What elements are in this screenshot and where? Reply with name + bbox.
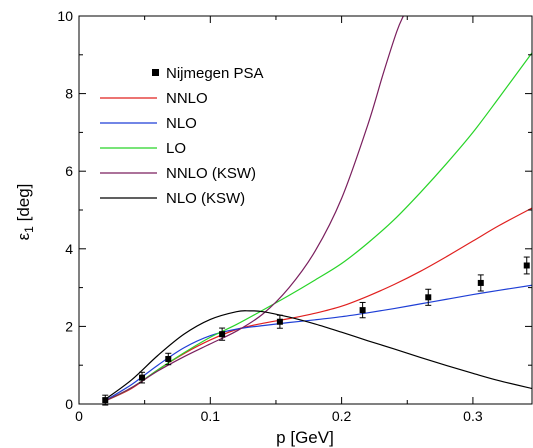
x-tick-label: 0 [75,408,83,424]
legend-label: NNLO [166,90,208,107]
ticks-layer: 0 0.1 0.2 0.3 0 2 4 6 8 10 [57,8,532,424]
legend-entry-nnlo-ksw: NNLO (KSW) [100,165,256,182]
legend-label: NNLO (KSW) [166,165,256,182]
y-tick-label: 10 [57,8,73,24]
legend-entry-nlo-ksw: NLO (KSW) [100,190,245,207]
series-line-lo [104,52,532,402]
data-point [523,256,530,275]
series-line-nlo-ksw [104,310,532,400]
data-points-layer [102,256,530,406]
square-marker [165,355,172,362]
y-tick-label: 6 [65,163,73,179]
x-axis-label: p [GeV] [276,428,334,447]
legend-entry-nijmegen-psa: Nijmegen PSA [152,65,264,82]
plot-frame [78,15,533,405]
legend-entry-nnlo: NNLO [100,90,208,107]
square-marker [359,307,366,314]
square-marker [219,331,226,338]
x-tick-label: 0.2 [332,408,352,424]
x-tick-label: 0.3 [463,408,483,424]
data-point [276,314,283,329]
square-marker [425,294,432,301]
legend-label: NLO [166,115,197,132]
legend-entry-lo: LO [100,140,186,157]
data-point [425,288,432,306]
y-tick-label: 4 [65,241,73,257]
series-line-nnlo-ksw [104,16,404,402]
y-tick-label: 2 [65,318,73,334]
legend-marker-square [152,69,159,76]
square-marker [139,374,146,381]
data-point [219,327,226,341]
y-axis-label-subscript: 1 [22,226,36,233]
y-axis-label: ε1 [deg] [14,184,36,241]
y-axis-label-main: ε [14,232,33,240]
legend-label: LO [166,140,186,157]
legend: Nijmegen PSA NNLO NLO LO NNLO (KSW) NLO (KSW) [100,65,264,207]
data-point [102,394,109,406]
series-line-nlo [104,284,532,402]
data-point [477,274,484,292]
square-marker [276,318,283,325]
data-point [165,352,172,366]
square-marker [523,262,530,269]
y-axis-label-unit: [deg] [14,184,33,227]
series-layer [104,16,532,402]
data-point [139,371,146,384]
x-tick-label: 0.1 [201,408,221,424]
legend-label: Nijmegen PSA [166,65,264,82]
y-tick-label: 0 [65,396,73,412]
square-marker [102,397,109,404]
legend-label: NLO (KSW) [166,190,245,207]
legend-entry-nlo: NLO [100,115,197,132]
square-marker [477,279,484,286]
data-point [359,301,366,319]
y-tick-label: 8 [65,86,73,102]
